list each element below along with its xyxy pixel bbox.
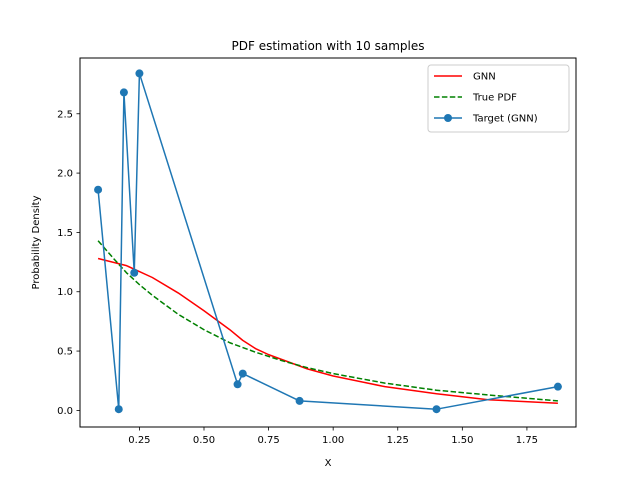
y-tick-label: 0.5 xyxy=(57,347,73,358)
x-tick-label: 1.25 xyxy=(387,435,409,446)
legend-box xyxy=(427,64,570,133)
legend-label: Target (GNN) xyxy=(472,114,538,125)
x-tick-label: 1.00 xyxy=(322,435,344,446)
data-point xyxy=(114,405,123,414)
y-tick-label: 1.0 xyxy=(57,287,73,298)
y-axis-label: Probability Density xyxy=(31,195,42,289)
x-axis: 0.25 0.50 0.75 1.00 1.25 1.50 1.75 xyxy=(128,427,538,446)
data-point xyxy=(233,380,242,389)
data-point xyxy=(130,268,139,277)
series-line-2 xyxy=(97,72,559,410)
data-point xyxy=(119,88,128,97)
x-tick-label: 1.75 xyxy=(516,435,538,446)
series-line-0 xyxy=(97,257,558,405)
data-point xyxy=(94,185,103,194)
legend: GNN True PDF Target (GNN) xyxy=(427,64,570,133)
y-tick-label: 2.0 xyxy=(57,169,73,180)
y-axis: 0.0 0.5 1.0 1.5 2.0 2.5 xyxy=(57,109,80,417)
legend-marker xyxy=(444,114,452,122)
x-axis-label: X xyxy=(325,458,332,469)
x-tick-label: 0.25 xyxy=(128,435,150,446)
series-line-1 xyxy=(97,240,558,402)
data-point xyxy=(295,396,304,405)
plot-frame xyxy=(79,57,577,428)
x-tick-label: 1.50 xyxy=(451,435,473,446)
data-point xyxy=(553,382,562,391)
chart-title: PDF estimation with 10 samples xyxy=(232,39,425,53)
x-tick-label: 0.75 xyxy=(257,435,279,446)
series-layer xyxy=(94,69,562,414)
legend-label: GNN xyxy=(473,72,496,83)
y-tick-label: 2.5 xyxy=(57,109,73,120)
legend-label: True PDF xyxy=(472,93,517,104)
data-point xyxy=(135,69,144,78)
y-tick-label: 0.0 xyxy=(57,406,73,417)
y-tick-label: 1.5 xyxy=(57,228,73,239)
data-point xyxy=(432,405,441,414)
x-tick-label: 0.50 xyxy=(193,435,215,446)
data-point xyxy=(238,369,247,378)
